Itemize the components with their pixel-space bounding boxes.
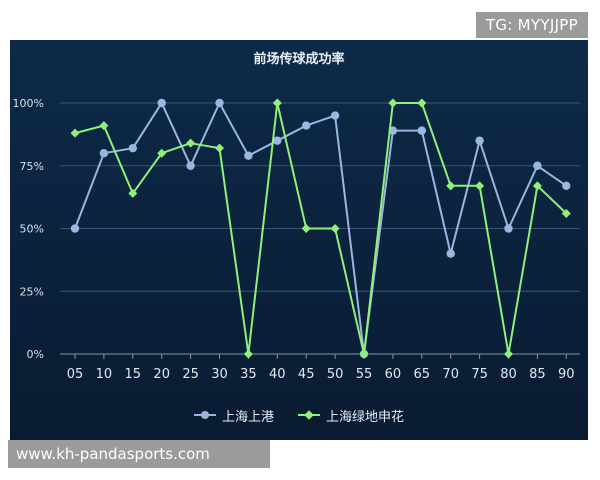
point-series-2-45 bbox=[301, 224, 311, 233]
legend-item-series-1[interactable]: 上海上港 bbox=[193, 406, 274, 425]
point-series-1-35 bbox=[244, 151, 253, 160]
point-series-2-05 bbox=[70, 128, 80, 138]
chart-panel bbox=[10, 40, 588, 440]
axes: 0% 25% 50% 75% 100% 05 10 15 20 25 30 35 40 45 50 55 60 6… bbox=[13, 97, 580, 382]
x-tick-label-25: 25 bbox=[182, 367, 199, 382]
point-series-2-80 bbox=[504, 349, 513, 359]
x-tick-label-35: 35 bbox=[240, 367, 257, 382]
legend: 上海上港 上海绿地申花 bbox=[10, 405, 588, 425]
series-2 bbox=[70, 98, 571, 359]
point-series-2-35 bbox=[243, 349, 253, 359]
point-series-1-90 bbox=[562, 181, 571, 191]
grid-lines bbox=[60, 102, 580, 292]
y-tick-label-1: 25% bbox=[20, 285, 44, 298]
point-series-2-70 bbox=[446, 181, 456, 191]
point-series-1-20 bbox=[157, 98, 166, 108]
y-tick-label-2: 50% bbox=[20, 223, 44, 236]
point-series-1-70 bbox=[446, 249, 455, 258]
x-tick-label-90: 90 bbox=[558, 367, 575, 382]
point-series-2-30 bbox=[215, 143, 224, 153]
x-tick-label-70: 70 bbox=[442, 367, 459, 382]
x-tick-label-85: 85 bbox=[529, 367, 546, 382]
point-series-2-25 bbox=[186, 138, 196, 148]
point-series-1-65 bbox=[417, 126, 426, 135]
point-series-1-45 bbox=[302, 121, 311, 130]
series-line-2 bbox=[74, 102, 567, 355]
x-tick-label-60: 60 bbox=[385, 367, 402, 382]
watermark-top: TG: MYYJJPP bbox=[475, 12, 588, 38]
point-series-1-15 bbox=[128, 143, 137, 153]
x-tick-label-45: 45 bbox=[298, 367, 315, 382]
point-series-2-75 bbox=[475, 181, 485, 191]
y-tick-label-0: 0% bbox=[27, 348, 44, 361]
point-series-2-55 bbox=[359, 349, 369, 359]
x-tick-label-75: 75 bbox=[471, 367, 488, 382]
legend-label-series-1: 上海上港 bbox=[221, 409, 274, 425]
point-series-2-90 bbox=[561, 208, 571, 218]
x-tick-label-05: 05 bbox=[67, 367, 84, 382]
point-series-1-75 bbox=[475, 136, 484, 145]
point-series-1-30 bbox=[215, 98, 224, 108]
point-series-2-50 bbox=[330, 224, 340, 233]
x-tick-label-20: 20 bbox=[153, 367, 170, 382]
point-series-1-40 bbox=[273, 136, 282, 145]
point-series-1-10 bbox=[99, 149, 109, 158]
series-line-1 bbox=[74, 102, 567, 355]
point-series-2-10 bbox=[99, 121, 109, 131]
point-series-2-20 bbox=[157, 148, 167, 158]
x-tick-label-65: 65 bbox=[414, 367, 431, 382]
watermark-bottom: www.kh-pandasports.com bbox=[8, 440, 270, 468]
legend-label-series-2: 上海绿地申花 bbox=[326, 409, 405, 425]
point-series-2-65 bbox=[417, 98, 427, 108]
x-tick-label-10: 10 bbox=[96, 367, 113, 382]
series-group bbox=[70, 98, 571, 359]
x-tick-label-30: 30 bbox=[211, 367, 228, 382]
legend-swatch-series-1 bbox=[193, 410, 216, 420]
point-series-2-40 bbox=[272, 98, 282, 108]
point-series-1-25 bbox=[186, 161, 195, 170]
point-series-2-60 bbox=[388, 98, 398, 108]
x-tick-label-40: 40 bbox=[269, 367, 286, 382]
point-series-1-50 bbox=[330, 111, 340, 120]
x-tick-label-15: 15 bbox=[125, 367, 142, 382]
legend-item-series-2[interactable]: 上海绿地申花 bbox=[298, 406, 404, 425]
x-tick-label-80: 80 bbox=[500, 367, 517, 382]
point-series-2-85 bbox=[532, 181, 542, 191]
chart-title: 前场传球成功率 bbox=[253, 52, 345, 67]
y-tick-label-3: 75% bbox=[20, 160, 44, 173]
point-series-1-05 bbox=[70, 224, 80, 233]
x-tick-label-55: 55 bbox=[356, 367, 373, 382]
x-tick-label-50: 50 bbox=[327, 367, 344, 382]
y-tick-label-4: 100% bbox=[13, 97, 44, 110]
point-series-1-80 bbox=[504, 224, 513, 233]
point-series-1-85 bbox=[533, 161, 542, 170]
point-series-2-15 bbox=[128, 188, 138, 198]
legend-swatch-series-2 bbox=[298, 410, 320, 420]
